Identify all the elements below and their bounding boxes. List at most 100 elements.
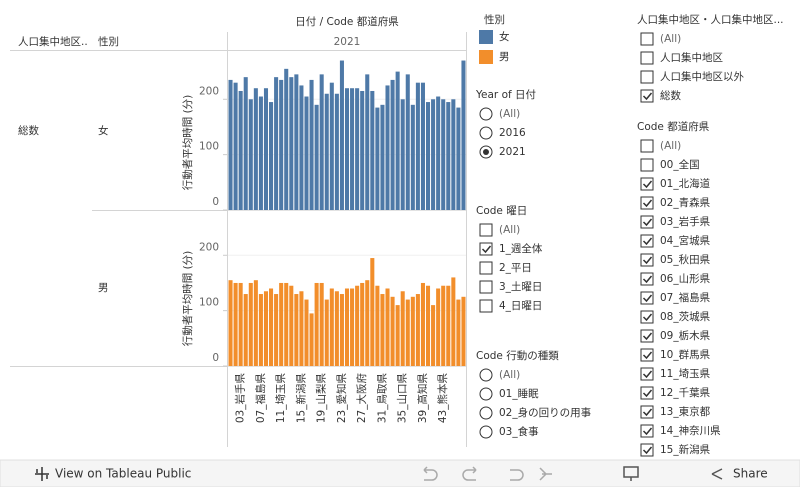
bar [390, 296, 395, 366]
bar [425, 285, 431, 366]
bar [360, 282, 365, 366]
share-button[interactable]: Share [733, 467, 768, 481]
row-header: 人口集中地区.. [18, 35, 88, 48]
checkmark [642, 408, 653, 417]
bar [269, 102, 274, 210]
filter-option: 09_栃木県 [660, 329, 711, 342]
bar [436, 96, 441, 210]
checkbox[interactable] [640, 272, 654, 286]
checkbox[interactable] [479, 242, 493, 256]
checkbox[interactable] [640, 70, 654, 84]
filter-option: 03_食事 [499, 425, 539, 438]
bar [253, 88, 258, 210]
radio-button[interactable] [479, 406, 493, 420]
bar [248, 99, 253, 210]
bar [415, 294, 420, 366]
checkbox[interactable] [640, 253, 654, 267]
bar [324, 93, 329, 210]
checkbox[interactable] [640, 310, 654, 324]
filter-title: Code 曜日 [476, 205, 527, 217]
radio-button[interactable] [479, 107, 493, 121]
checkbox[interactable] [640, 291, 654, 305]
radio-button[interactable] [479, 425, 493, 439]
bar [385, 85, 390, 210]
checkbox[interactable] [479, 261, 493, 275]
checkbox[interactable] [640, 158, 654, 172]
row-label: 男 [98, 282, 109, 294]
checkbox[interactable] [640, 348, 654, 362]
bar [420, 82, 425, 210]
bar [314, 282, 319, 366]
filters: Year of 日付 (All) 2016 2021 Code 曜日 (All) 1_週全体… [475, 13, 784, 457]
checkbox[interactable] [640, 234, 654, 248]
bar [355, 285, 360, 366]
checkmark [642, 332, 653, 341]
checkmark [642, 351, 653, 360]
row-label: 女 [98, 124, 109, 137]
filter-option: 03_岩手県 [660, 215, 711, 228]
filter-option: 02_身の回りの用事 [499, 406, 592, 419]
checkbox[interactable] [640, 329, 654, 343]
checkmark [642, 427, 653, 436]
checkmark [481, 245, 492, 254]
bar [405, 299, 410, 366]
bar [233, 82, 238, 210]
checkmark [642, 389, 653, 398]
bar [375, 107, 380, 210]
y-axis-title: 行動者平均時間 (分) [181, 95, 194, 191]
bar [431, 99, 436, 210]
bar [456, 299, 461, 366]
radio-button[interactable] [479, 368, 493, 382]
checkbox[interactable] [640, 424, 654, 438]
checkbox[interactable] [479, 280, 493, 294]
filter-option: (All) [499, 369, 520, 381]
checkbox[interactable] [640, 196, 654, 210]
bar [243, 77, 248, 211]
checkbox[interactable] [640, 139, 654, 153]
checkbox[interactable] [640, 32, 654, 46]
filter-option: 11_埼玉県 [660, 367, 711, 380]
bar [456, 107, 461, 210]
radio-button[interactable] [479, 387, 493, 401]
checkbox[interactable] [640, 443, 654, 457]
bar [253, 280, 258, 366]
bar [405, 74, 410, 210]
bar [441, 99, 446, 210]
checkbox[interactable] [640, 386, 654, 400]
bar [461, 60, 466, 211]
filter-option: 15_新潟県 [660, 443, 711, 456]
checkmark [642, 237, 653, 246]
checkbox[interactable] [640, 405, 654, 419]
legend-swatch [479, 30, 493, 44]
bar [319, 282, 324, 366]
checkbox[interactable] [640, 177, 654, 191]
filter-option: 4_日曜日 [499, 300, 542, 312]
legend-title: 性別 [484, 13, 505, 26]
y-tick-label: 100 [199, 141, 219, 153]
row-header: 性別 [98, 35, 119, 48]
bar [238, 282, 243, 366]
tableau-icon [35, 467, 49, 481]
bar [370, 258, 375, 366]
checkmark [642, 199, 653, 208]
bar [294, 74, 299, 210]
checkbox[interactable] [640, 215, 654, 229]
view-link[interactable]: View on Tableau Public [55, 467, 191, 481]
radio-button[interactable] [479, 126, 493, 140]
filter-option: 07_福島県 [660, 291, 711, 304]
checkbox[interactable] [640, 51, 654, 65]
bar [309, 313, 314, 366]
bar [395, 305, 400, 366]
filter-option: 総数 [660, 89, 681, 102]
checkbox[interactable] [640, 367, 654, 381]
checkbox[interactable] [640, 89, 654, 103]
bar [284, 282, 289, 366]
checkbox[interactable] [479, 223, 493, 237]
bar [350, 88, 355, 210]
bar [294, 294, 299, 366]
checkbox[interactable] [479, 299, 493, 313]
y-tick-label: 0 [212, 352, 219, 364]
filter-option: (All) [660, 33, 681, 45]
bar [461, 296, 466, 366]
bar [269, 288, 274, 366]
